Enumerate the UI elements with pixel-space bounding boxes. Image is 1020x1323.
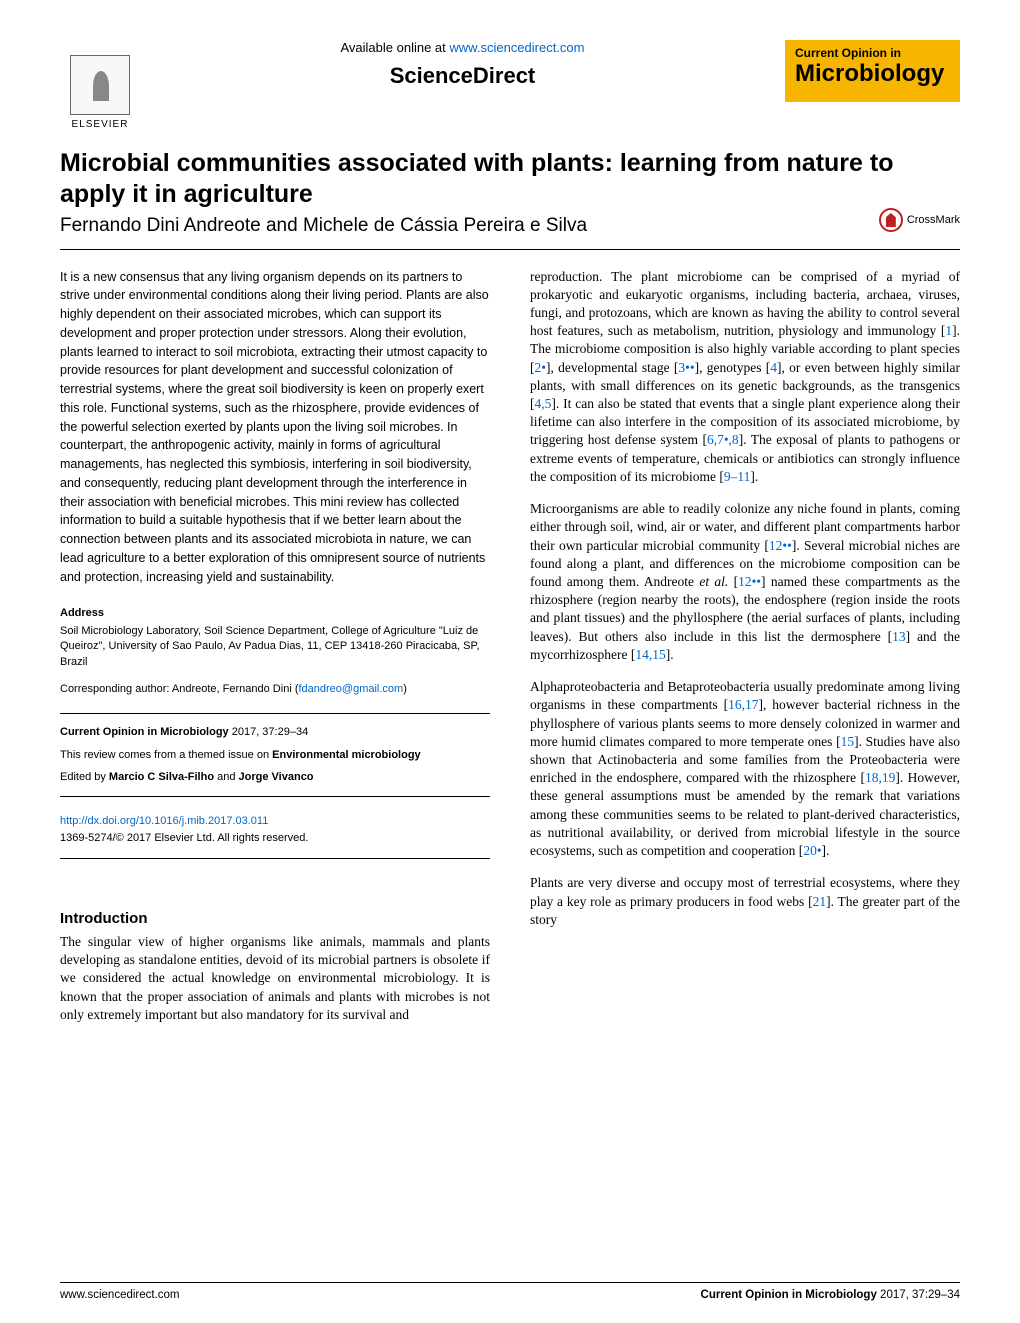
- doi-block: http://dx.doi.org/10.1016/j.mib.2017.03.…: [60, 813, 490, 859]
- text: reproduction. The plant microbiome can b…: [530, 269, 960, 339]
- corresponding-prefix: Corresponding author: Andreote, Fernando…: [60, 683, 298, 695]
- abstract-text: It is a new consensus that any living or…: [60, 268, 490, 587]
- journal-badge-main: Microbiology: [795, 60, 950, 88]
- et-al: et al.: [699, 574, 728, 589]
- elsevier-tree-icon: [70, 55, 130, 115]
- crossmark-badge[interactable]: CrossMark: [879, 208, 960, 232]
- article-info-box: Current Opinion in Microbiology 2017, 37…: [60, 713, 490, 797]
- ref-15[interactable]: 15: [841, 734, 855, 749]
- themed-issue: This review comes from a themed issue on…: [60, 747, 490, 764]
- ref-9-11[interactable]: 9–11: [724, 469, 751, 484]
- corresponding-email[interactable]: fdandreo@gmail.com: [298, 683, 403, 695]
- title-rule: [60, 249, 960, 250]
- themed-title: Environmental microbiology: [272, 749, 421, 761]
- journal-badge-top: Current Opinion in: [795, 46, 950, 60]
- editor-2: Jorge Vivanco: [239, 771, 314, 783]
- text: ], developmental stage [: [546, 360, 678, 375]
- text: [: [728, 574, 738, 589]
- elsevier-label: ELSEVIER: [72, 119, 129, 130]
- sciencedirect-wordmark: ScienceDirect: [160, 63, 765, 89]
- available-online: Available online at www.sciencedirect.co…: [160, 40, 765, 55]
- right-paragraph-1: reproduction. The plant microbiome can b…: [530, 268, 960, 487]
- ref-18-19[interactable]: 18,19: [865, 770, 895, 785]
- intro-paragraph-1: The singular view of higher organisms li…: [60, 933, 490, 1024]
- crossmark-label: CrossMark: [907, 214, 960, 226]
- right-paragraph-4: Plants are very diverse and occupy most …: [530, 874, 960, 929]
- corresponding-author: Corresponding author: Andreote, Fernando…: [60, 682, 490, 697]
- authors: Fernando Dini Andreote and Michele de Cá…: [60, 215, 960, 237]
- themed-prefix: This review comes from a themed issue on: [60, 749, 272, 761]
- ref-12b[interactable]: 12••: [738, 574, 761, 589]
- ref-21[interactable]: 21: [813, 894, 827, 909]
- journal-citation: Current Opinion in Microbiology 2017, 37…: [60, 724, 490, 741]
- title-block: Microbial communities associated with pl…: [60, 148, 960, 237]
- ref-6-7-8[interactable]: 6,7•,8: [707, 432, 739, 447]
- ref-3[interactable]: 3••: [678, 360, 694, 375]
- editor-1: Marcio C Silva-Filho: [109, 771, 214, 783]
- footer-right: Current Opinion in Microbiology 2017, 37…: [701, 1289, 960, 1301]
- journal-badge: Current Opinion in Microbiology: [785, 40, 960, 102]
- text: ].: [750, 469, 758, 484]
- introduction-heading: Introduction: [60, 909, 490, 929]
- article-title: Microbial communities associated with pl…: [60, 148, 960, 211]
- text: ].: [666, 647, 674, 662]
- header-row: ELSEVIER Available online at www.science…: [60, 40, 960, 130]
- address-body: Soil Microbiology Laboratory, Soil Scien…: [60, 624, 490, 670]
- journal-issue: 2017, 37:29–34: [229, 726, 309, 738]
- right-paragraph-2: Microorganisms are able to readily colon…: [530, 500, 960, 664]
- ref-2[interactable]: 2•: [535, 360, 546, 375]
- ref-14-15[interactable]: 14,15: [635, 647, 665, 662]
- doi-link[interactable]: http://dx.doi.org/10.1016/j.mib.2017.03.…: [60, 815, 268, 827]
- ref-13[interactable]: 13: [892, 629, 906, 644]
- text: ].: [822, 843, 830, 858]
- ref-4-5[interactable]: 4,5: [535, 396, 552, 411]
- corresponding-suffix: ): [403, 683, 407, 695]
- edited-prefix: Edited by: [60, 771, 109, 783]
- right-paragraph-3: Alphaproteobacteria and Betaproteobacter…: [530, 678, 960, 860]
- elsevier-logo: ELSEVIER: [60, 40, 140, 130]
- footer-left: www.sciencedirect.com: [60, 1289, 180, 1301]
- ref-12[interactable]: 12••: [769, 538, 792, 553]
- footer-issue: 2017, 37:29–34: [877, 1289, 960, 1301]
- copyright-line: 1369-5274/© 2017 Elsevier Ltd. All right…: [60, 832, 308, 844]
- available-prefix: Available online at: [340, 40, 449, 55]
- page-footer: www.sciencedirect.com Current Opinion in…: [60, 1282, 960, 1301]
- journal-name: Current Opinion in Microbiology: [60, 726, 229, 738]
- ref-16-17[interactable]: 16,17: [728, 697, 758, 712]
- two-column-layout: It is a new consensus that any living or…: [60, 268, 960, 1039]
- right-column: reproduction. The plant microbiome can b…: [530, 268, 960, 1039]
- left-column: It is a new consensus that any living or…: [60, 268, 490, 1039]
- crossmark-icon: [879, 208, 903, 232]
- text: ], genotypes [: [695, 360, 771, 375]
- edited-and: and: [214, 771, 238, 783]
- address-heading: Address: [60, 606, 490, 621]
- sciencedirect-url[interactable]: www.sciencedirect.com: [449, 40, 584, 55]
- editors-line: Edited by Marcio C Silva-Filho and Jorge…: [60, 769, 490, 786]
- footer-journal: Current Opinion in Microbiology: [701, 1289, 877, 1301]
- center-header: Available online at www.sciencedirect.co…: [140, 40, 785, 89]
- ref-20[interactable]: 20•: [803, 843, 821, 858]
